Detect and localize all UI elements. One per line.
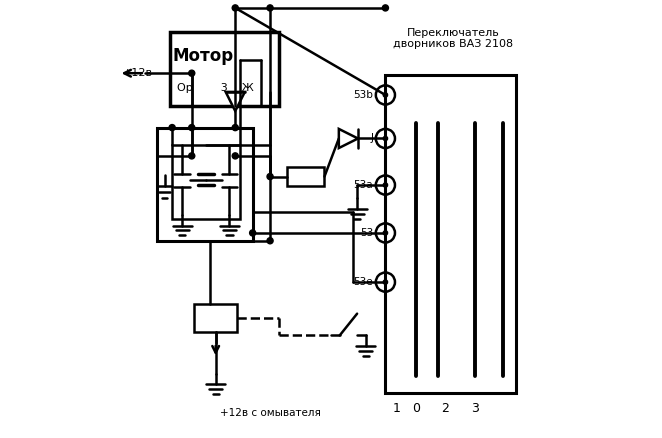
Bar <box>385 75 516 393</box>
Circle shape <box>189 124 195 131</box>
Text: Мотор: Мотор <box>172 47 233 65</box>
Text: +12в с омывателя: +12в с омывателя <box>220 408 321 418</box>
Circle shape <box>267 5 273 11</box>
Circle shape <box>189 70 195 76</box>
Circle shape <box>267 173 273 180</box>
Polygon shape <box>339 129 358 148</box>
Circle shape <box>169 124 175 131</box>
Text: 3: 3 <box>471 402 479 415</box>
Text: 53е: 53е <box>354 277 373 287</box>
Text: 2: 2 <box>441 402 449 415</box>
Circle shape <box>232 153 238 159</box>
Bar <box>194 304 238 332</box>
Bar <box>287 167 324 186</box>
Text: 53: 53 <box>360 228 373 238</box>
Bar <box>172 145 240 219</box>
Bar <box>170 32 279 106</box>
Text: Переключатель
дворников ВАЗ 2108: Переключатель дворников ВАЗ 2108 <box>393 28 513 49</box>
Circle shape <box>189 153 195 159</box>
Circle shape <box>383 93 387 97</box>
Text: 1: 1 <box>393 402 401 415</box>
Circle shape <box>383 183 387 187</box>
Text: 53b: 53b <box>354 90 373 100</box>
Circle shape <box>383 5 389 11</box>
Polygon shape <box>226 92 245 111</box>
Circle shape <box>232 124 238 131</box>
Text: 53а: 53а <box>354 180 373 190</box>
Circle shape <box>383 280 387 284</box>
Circle shape <box>383 136 387 141</box>
Circle shape <box>267 238 273 244</box>
Text: 0: 0 <box>412 402 420 415</box>
Text: J: J <box>370 134 373 144</box>
Bar <box>157 127 253 241</box>
Text: +12в: +12в <box>123 68 153 78</box>
Circle shape <box>250 230 256 236</box>
Text: Op        3    Ж: Op 3 Ж <box>177 83 254 93</box>
Circle shape <box>383 231 387 235</box>
Circle shape <box>232 5 238 11</box>
